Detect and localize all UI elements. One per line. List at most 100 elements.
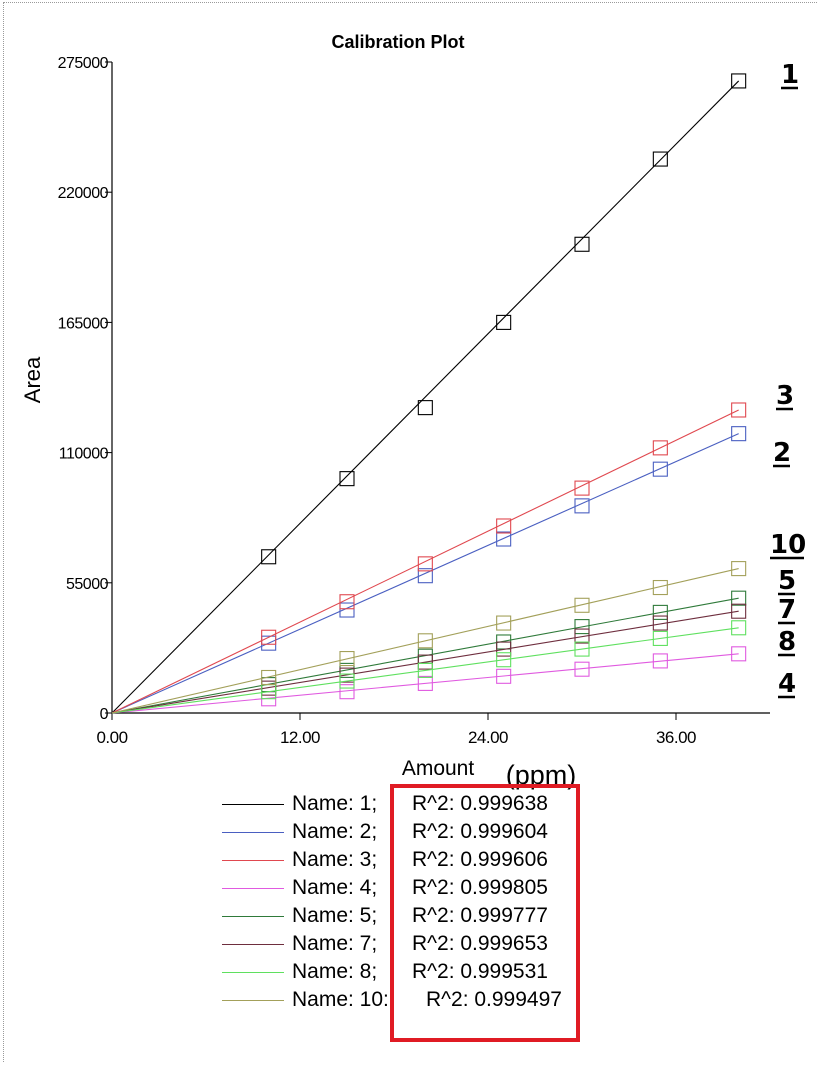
legend-item: Name: 8; R^2: 0.999531 [222,958,602,986]
legend-swatch [222,971,284,973]
data-point [574,480,590,496]
calibration-chart: Calibration Plot 0 55000 110000 165000 22000… [20,32,806,790]
data-point [731,73,747,89]
legend-item: Name: 1; R^2: 0.999638 [222,790,602,818]
data-point [417,633,433,649]
series-3 [111,402,747,714]
legend-series-name: Name: 3; [292,848,378,871]
data-point [574,661,590,677]
legend-item: Name: 4; R^2: 0.999805 [222,874,602,902]
data-point [339,673,355,689]
data-point [652,604,668,620]
data-point [496,518,512,534]
data-point [731,620,747,636]
legend-series-name: Name: 2; [292,820,378,843]
y-axis-label: Area [20,356,45,403]
data-point [574,498,590,514]
series-8 [111,561,747,714]
y-tick-label: 0 [100,706,109,723]
data-point [652,579,668,596]
data-point [261,629,277,645]
data-point [496,652,512,668]
legend-swatch [222,887,284,889]
r2-highlight-box [390,784,580,1042]
series-annotations: 1 3 2 10 578 4 [770,60,806,699]
legend-r2-value: R^2: 0.999805 [412,876,548,899]
series-annotation: 3 [776,381,794,411]
legend-item: Name: 3; R^2: 0.999606 [222,846,602,874]
x-tick-label: 12.00 [280,728,320,747]
legend: Name: 1; R^2: 0.999638 Name: 2; R^2: 0.9996… [222,790,602,1014]
data-point [574,641,590,657]
series-fit-line [111,80,740,714]
legend-series-name: Name: 7; [292,932,378,955]
series-fit-line [111,568,739,714]
legend-r2-value: R^2: 0.999777 [412,904,548,927]
data-point [417,556,433,572]
series-6 [111,603,747,714]
series-fit-line [111,653,739,714]
series-annotation: 1 [781,60,799,90]
x-tick-label: 36.00 [656,728,696,747]
series-fit-line [111,433,739,714]
legend-swatch [222,915,284,917]
data-point [417,568,433,584]
legend-series-name: Name: 10: [292,988,389,1011]
y-tick-label: 55000 [66,576,109,593]
data-point [731,561,747,577]
legend-series-name: Name: 1; [292,792,378,815]
series-annotation: 10 [770,530,806,560]
series-5 [111,590,747,714]
data-point [652,461,668,477]
data-point [261,549,277,565]
series-layer [111,73,747,714]
data-point [339,602,355,618]
data-point [496,314,512,330]
legend-r2-value: R^2: 0.999606 [412,848,548,871]
figure-frame [3,2,817,1062]
y-tick-label: 165000 [58,315,109,332]
legend-item: Name: 10: R^2: 0.999497 [222,986,602,1014]
legend-item: Name: 2; R^2: 0.999604 [222,818,602,846]
data-point [652,630,668,646]
data-point [574,597,590,613]
data-point [652,151,668,167]
y-tick-label: 110000 [59,446,109,463]
data-point [339,471,355,487]
data-point [417,662,433,678]
y-axis: 0 55000 110000 165000 220000 275000 [58,55,113,723]
legend-series-name: Name: 5; [292,904,378,927]
legend-swatch [222,943,284,945]
data-point [417,654,433,670]
y-tick-label: 220000 [58,185,109,202]
x-tick-label: 24.00 [468,728,508,747]
x-axis: 0.00 12.00 24.00 36.00 [96,712,770,747]
data-point [261,669,277,686]
data-point [731,426,747,442]
data-point [496,641,512,657]
data-point [574,619,590,635]
legend-swatch [222,831,284,833]
legend-series-name: Name: 4; [292,876,378,899]
x-axis-label: Amount [402,757,475,780]
legend-r2-value: R^2: 0.999497 [426,988,562,1011]
y-tick-label: 275000 [58,55,109,72]
legend-r2-value: R^2: 0.999638 [412,792,548,815]
legend-r2-value: R^2: 0.999653 [412,932,548,955]
series-annotation: 7 [778,595,796,625]
data-point [731,402,747,418]
data-point [652,440,668,456]
series-4 [111,646,747,714]
legend-swatch [222,803,284,805]
series-fit-line [111,610,739,714]
chart-title: Calibration Plot [331,32,464,52]
series-annotation: 5 [778,566,796,596]
data-point [574,236,590,252]
series-1 [111,73,747,714]
data-point [496,531,512,547]
series-fit-line [111,409,739,714]
series-annotation: 8 [778,627,796,657]
legend-r2-value: R^2: 0.999531 [412,960,548,983]
data-point [496,668,512,684]
data-point [652,653,668,669]
